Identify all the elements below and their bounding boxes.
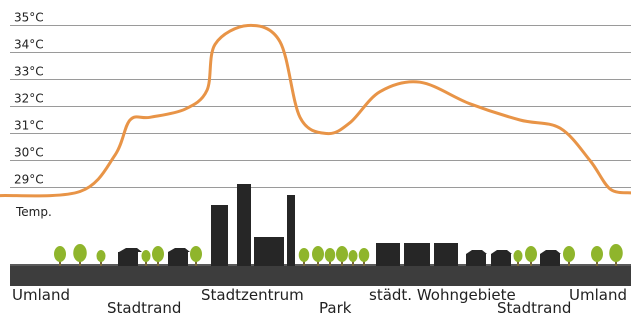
house: [540, 250, 561, 266]
tree: [190, 246, 202, 266]
trees: [54, 244, 623, 266]
zone-label: Stadtrand: [107, 299, 181, 317]
tree: [336, 246, 348, 266]
building: [404, 243, 430, 266]
building: [376, 243, 400, 266]
house: [466, 250, 487, 266]
suburban-houses: [118, 248, 561, 266]
zone-label: Stadtrand: [497, 299, 571, 317]
y-tick-label: 32°C: [14, 92, 44, 106]
tree: [563, 246, 575, 266]
building: [211, 205, 228, 266]
tree: [96, 250, 106, 266]
house: [118, 248, 142, 266]
tree: [358, 248, 370, 266]
gridlines: [10, 25, 631, 188]
tree: [54, 246, 66, 266]
tree: [298, 248, 310, 266]
house: [168, 248, 190, 266]
residential-blocks: [376, 243, 458, 266]
y-tick-label: 35°C: [14, 11, 44, 25]
zone-label: städt. Wohngebiete: [369, 286, 516, 304]
tree: [324, 248, 336, 266]
y-tick-label: 31°C: [14, 119, 44, 133]
y-tick-label: 34°C: [14, 38, 44, 52]
house: [491, 250, 512, 266]
temperature-curve: [0, 23, 631, 198]
city-centre-buildings: [211, 184, 295, 266]
y-tick-label: 30°C: [14, 146, 44, 160]
y-tick-label: 29°C: [14, 173, 44, 187]
tree: [152, 246, 164, 266]
building: [287, 195, 295, 266]
tree: [513, 250, 523, 266]
zone-label: Park: [319, 299, 352, 317]
y-tick-labels: 35°C 34°C 33°C 32°C 31°C 30°C 29°C: [14, 11, 44, 187]
tree: [609, 244, 623, 266]
y-tick-label: 33°C: [14, 65, 44, 79]
zone-label: Umland: [12, 286, 70, 304]
zone-label: Stadtzentrum: [201, 286, 304, 304]
tree: [348, 250, 358, 266]
ground: [10, 264, 631, 286]
tree: [312, 246, 324, 266]
building: [254, 237, 284, 266]
building: [434, 243, 458, 266]
zone-label: Umland: [569, 286, 627, 304]
tree: [525, 246, 537, 266]
tree: [591, 246, 603, 266]
building: [237, 184, 251, 266]
tree: [73, 244, 87, 266]
tree: [141, 250, 151, 266]
y-axis-label: Temp.: [15, 205, 52, 219]
city-scene: [10, 184, 631, 286]
